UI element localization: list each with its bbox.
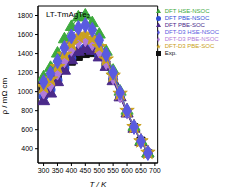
svg-text:1600: 1600 <box>17 31 33 38</box>
svg-text:1800: 1800 <box>17 12 33 19</box>
html-text:DFT-D3 PBE-NSOC: DFT-D3 PBE-NSOC <box>164 36 219 42</box>
html-text:DFT PBE-SOC: DFT PBE-SOC <box>164 22 205 28</box>
svg-text:550: 550 <box>107 167 119 174</box>
svg-text:ρ / mΩ cm: ρ / mΩ cm <box>8 77 9 114</box>
svg-text:300: 300 <box>38 167 50 174</box>
svg-text:1400: 1400 <box>17 50 33 57</box>
svg-text:600: 600 <box>21 126 33 133</box>
html-text:DFT-D3 HSE-NSOC: DFT-D3 HSE-NSOC <box>164 29 219 35</box>
svg-text:400: 400 <box>21 145 33 152</box>
svg-text:650: 650 <box>135 167 147 174</box>
svg-text:400: 400 <box>66 167 78 174</box>
html-text:Exp.: Exp. <box>164 50 177 56</box>
svg-text:500: 500 <box>93 167 105 174</box>
svg-text:1200: 1200 <box>17 69 33 76</box>
svg-text:450: 450 <box>79 167 91 174</box>
html-text:LT-TmAgTe₂: LT-TmAgTe₂ <box>46 10 90 19</box>
svg-text:600: 600 <box>121 167 133 174</box>
svg-text:350: 350 <box>52 167 64 174</box>
html-text:DFT HSE-NSOC: DFT HSE-NSOC <box>164 8 210 14</box>
svg-text:T / K: T / K <box>89 180 107 189</box>
svg-text:700: 700 <box>149 167 161 174</box>
html-text:DFT PBE-NSOC: DFT PBE-NSOC <box>164 15 210 21</box>
svg-text:1000: 1000 <box>17 88 33 95</box>
svg-text:800: 800 <box>21 107 33 114</box>
html-text:DFT-D3 PBE-SOC: DFT-D3 PBE-SOC <box>164 43 215 49</box>
